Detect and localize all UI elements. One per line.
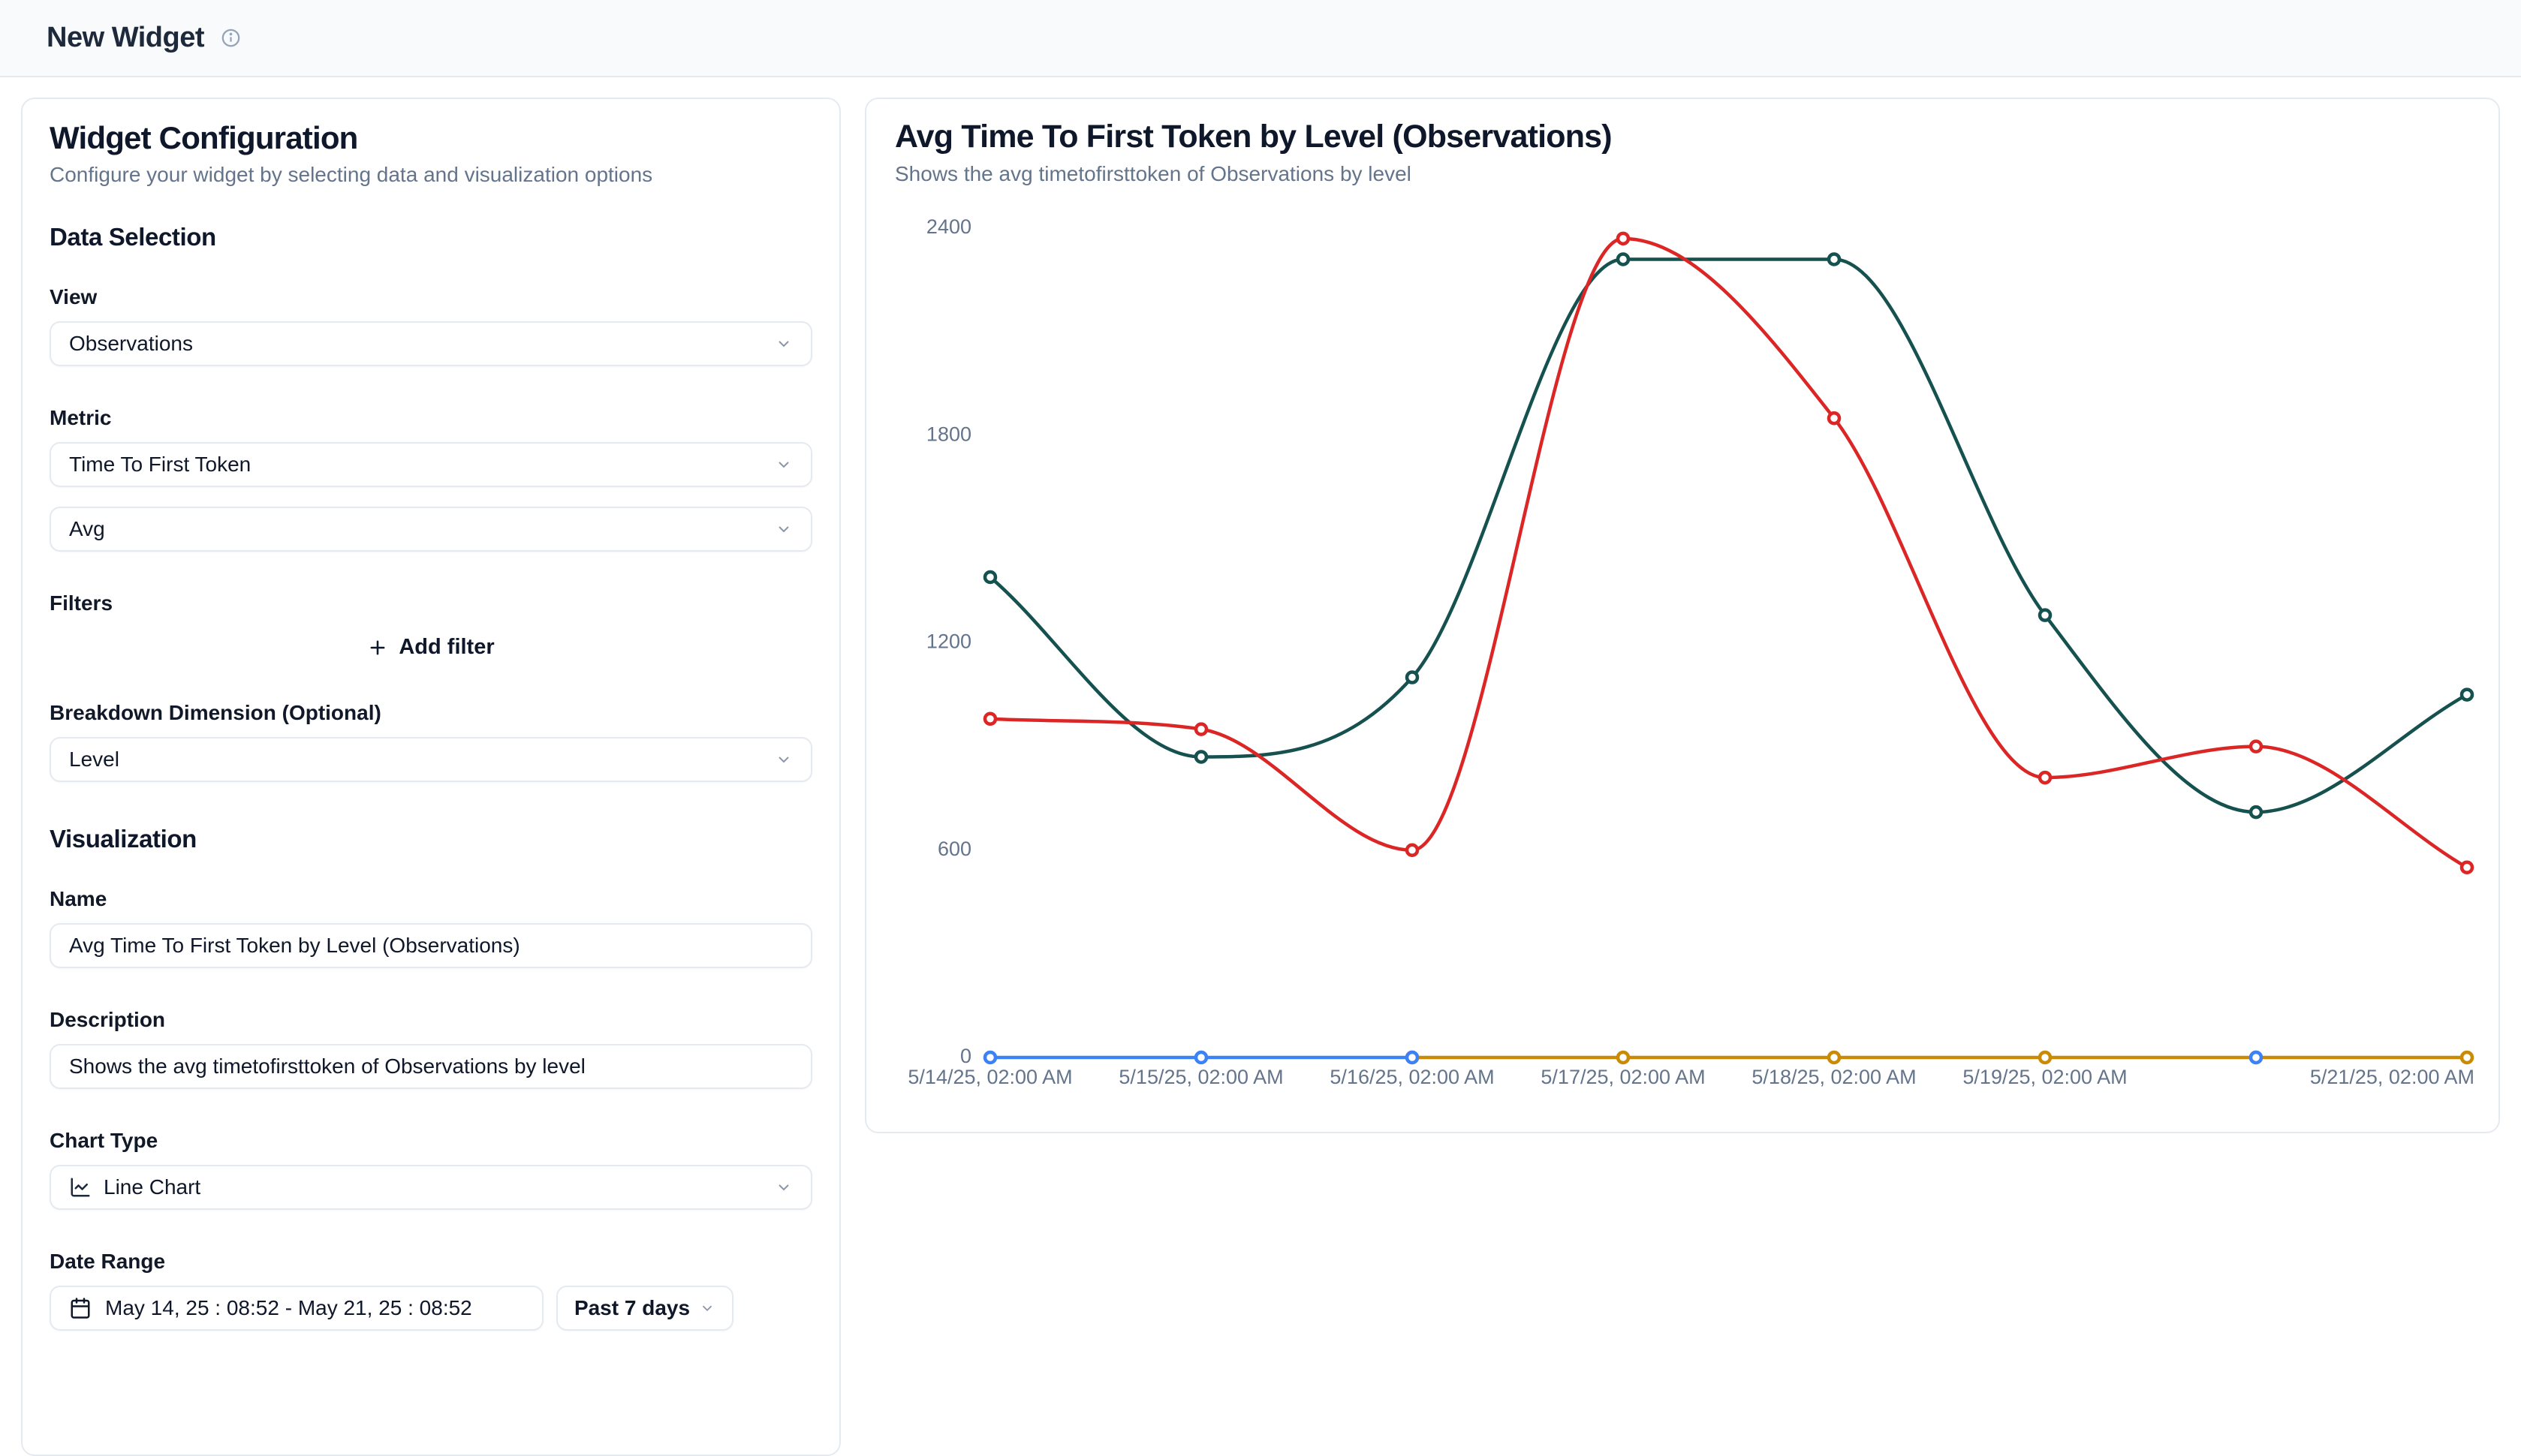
add-filter-label: Add filter [399,635,495,659]
view-select-value: Observations [69,332,193,355]
y-axis-tick-label: 600 [938,838,971,860]
date-preset-select[interactable]: Past 7 days [556,1286,733,1331]
breakdown-select[interactable]: Level [50,737,812,782]
data-point-series_1 [1827,252,1842,266]
data-point-series_2 [1616,231,1631,246]
data-point-series_4 [2459,1050,2474,1065]
view-label: View [50,285,98,308]
visualization-heading: Visualization [50,825,197,853]
data-point-series_2 [1827,411,1842,426]
chart-line-series_2 [988,236,2469,870]
x-axis-tick-label: 5/18/25, 02:00 AM [1751,1066,1916,1088]
x-axis-tick-label: 5/14/25, 02:00 AM [908,1066,1072,1088]
aggregation-select[interactable]: Avg [50,507,812,552]
breakdown-select-value: Level [69,748,119,771]
description-label: Description [50,1008,166,1031]
data-point-series_1 [1194,750,1209,764]
chevron-down-icon [779,1184,789,1191]
name-label: Name [50,887,107,910]
widget-configuration-panel: Widget Configuration Configure your widg… [21,98,841,1456]
data-point-series_4 [1616,1050,1631,1065]
plus-icon [370,640,385,654]
chart-title: Avg Time To First Token by Level (Observ… [895,119,1613,155]
data-point-series_4 [1827,1050,1842,1065]
data-selection-heading: Data Selection [50,223,216,251]
chevron-down-icon [779,526,789,533]
data-point-series_1 [983,570,998,585]
chevron-down-icon [702,1305,712,1312]
calendar-icon [71,1298,90,1319]
data-point-series_2 [2248,739,2263,754]
chart-type-label: Chart Type [50,1129,158,1152]
data-point-series_3 [983,1050,998,1065]
line-chart: 0 600 1200 1800 2400 5/14/25, 02:00 AM 5/15/25… [908,215,2474,1088]
data-point-series_3 [1405,1050,1420,1065]
add-filter-button[interactable]: Add filter [349,624,512,670]
name-input[interactable] [50,923,812,968]
info-icon[interactable] [221,28,241,48]
chart-type-select-value: Line Chart [104,1175,201,1199]
date-range-value: May 14, 25 : 08:52 - May 21, 25 : 08:52 [105,1296,472,1319]
data-point-series_1 [2459,687,2474,702]
data-point-series_2 [2459,860,2474,875]
chart-subtitle: Shows the avg timetofirsttoken of Observ… [895,162,1411,185]
data-point-series_2 [1194,722,1209,736]
data-point-series_1 [2038,608,2053,622]
x-axis-tick-label: 5/15/25, 02:00 AM [1119,1066,1283,1088]
chevron-down-icon [779,462,789,468]
view-select[interactable]: Observations [50,321,812,366]
y-axis-tick-label: 1200 [926,630,971,653]
widget-preview-panel: Avg Time To First Token by Level (Observ… [865,98,2500,1133]
data-point-series_3 [2248,1050,2263,1065]
x-axis-tick-label: 5/19/25, 02:00 AM [1962,1066,2127,1088]
breakdown-label: Breakdown Dimension (Optional) [50,701,381,724]
data-point-series_1 [1616,252,1631,266]
date-range-button[interactable]: May 14, 25 : 08:52 - May 21, 25 : 08:52 [50,1286,544,1331]
data-point-series_3 [1194,1050,1209,1065]
chart-line-series_1 [988,257,2469,814]
data-point-series_2 [2038,770,2053,785]
x-axis-tick-label: 5/16/25, 02:00 AM [1330,1066,1494,1088]
description-input[interactable] [50,1044,812,1089]
chevron-down-icon [779,757,789,763]
data-point-series_2 [1405,843,1420,857]
y-axis-tick-label: 1800 [926,423,971,445]
data-point-series_1 [1405,670,1420,684]
data-point-series_1 [2248,805,2263,820]
data-point-series_4 [2038,1050,2053,1065]
config-subtitle: Configure your widget by selecting data … [50,163,653,186]
y-axis-tick-label: 2400 [926,215,971,238]
date-preset-value: Past 7 days [574,1296,691,1319]
metric-select-value: Time To First Token [69,453,251,476]
page-header: New Widget [0,0,2521,77]
y-axis-tick-label: 0 [960,1045,971,1067]
metric-label: Metric [50,406,112,429]
date-range-label: Date Range [50,1250,166,1273]
chevron-down-icon [779,341,789,347]
filters-label: Filters [50,591,113,615]
chart-type-select[interactable]: Line Chart [50,1165,812,1210]
config-title: Widget Configuration [50,120,358,155]
x-axis-tick-label: 5/17/25, 02:00 AM [1541,1066,1705,1088]
line-chart-icon [71,1178,90,1197]
x-axis-tick-label: 5/21/25, 02:00 AM [2310,1066,2474,1088]
metric-select[interactable]: Time To First Token [50,442,812,487]
page-title: New Widget [47,22,205,53]
data-point-series_2 [983,711,998,726]
aggregation-select-value: Avg [69,517,105,540]
